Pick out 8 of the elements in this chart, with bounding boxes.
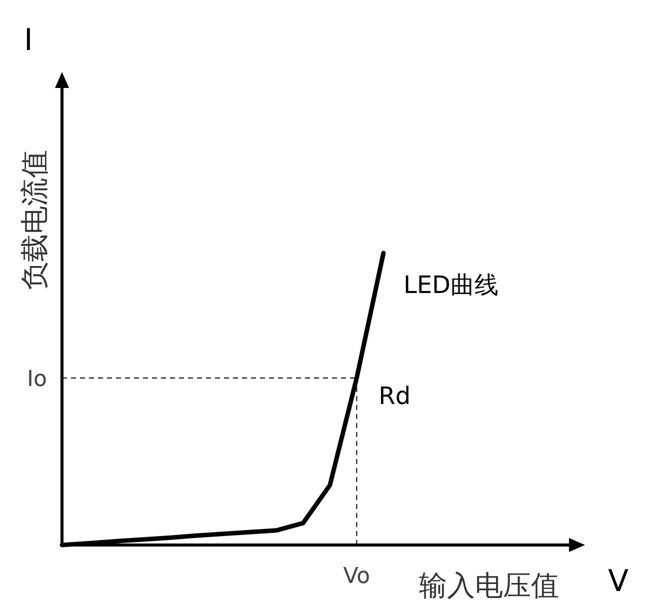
text: V — [608, 564, 629, 599]
y-axis-title: 负载电流值 — [18, 150, 51, 290]
text: Vo — [343, 564, 370, 589]
series-label: LED曲线 — [403, 271, 498, 299]
annotation: Rd — [378, 382, 411, 410]
x-axis-title: 输入电压值 — [419, 569, 559, 601]
text: I — [24, 23, 33, 58]
ref-line-label: Io — [27, 366, 47, 392]
